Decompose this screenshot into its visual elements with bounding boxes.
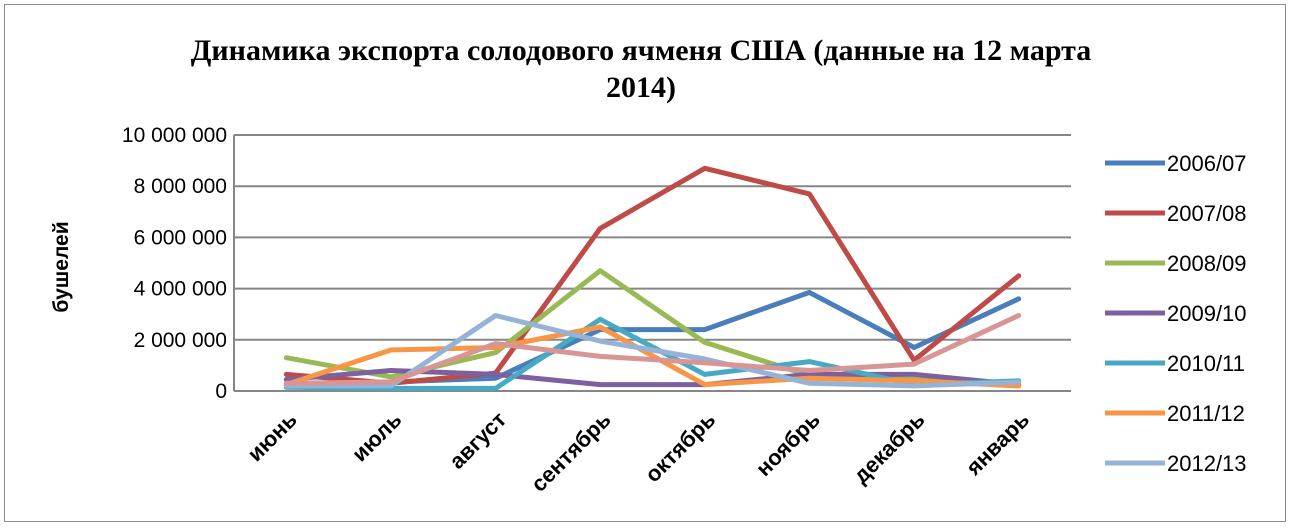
chart-title-line-1: Динамика экспорта солодового ячменя США … bbox=[191, 34, 1092, 67]
x-tick-label: август bbox=[444, 407, 511, 474]
legend-label: 2012/13 bbox=[1167, 451, 1247, 476]
legend-label: 2011/12 bbox=[1167, 401, 1245, 426]
series-line-5 bbox=[283, 324, 1022, 389]
series-lines bbox=[283, 165, 1022, 391]
x-tick-label: сентябрь bbox=[526, 407, 616, 497]
y-axis-label: бушелей bbox=[50, 221, 73, 312]
series-line-3 bbox=[283, 368, 1022, 388]
gridlines bbox=[233, 134, 1071, 392]
x-tick-label: июнь bbox=[242, 407, 301, 466]
y-tick-labels: 0 2 000 000 4 000 000 6 000 000 8 000 000 10 … bbox=[122, 124, 227, 403]
y-tick-label: 8 000 000 bbox=[134, 175, 227, 198]
chart-svg: Динамика экспорта солодового ячменя США … bbox=[50, 34, 1247, 497]
x-tick-label: декабрь bbox=[848, 407, 929, 488]
legend-label: 2009/10 bbox=[1167, 301, 1247, 326]
y-tick-label: 4 000 000 bbox=[134, 278, 227, 301]
legend-label: 2010/11 bbox=[1167, 351, 1245, 376]
x-tick-label: октябрь bbox=[640, 407, 720, 487]
chart-title-line-2: 2014) bbox=[606, 71, 676, 104]
x-tick-label: июль bbox=[347, 407, 407, 467]
legend: 2006/07 2007/08 2008/09 2009/10 2010/11 2011/… bbox=[1105, 151, 1247, 476]
y-tick-label: 10 000 000 bbox=[122, 124, 227, 147]
series-line-1 bbox=[283, 165, 1022, 386]
x-tick-labels: июнь июль август сентябрь октябрь ноябрь декаб… bbox=[242, 407, 1034, 497]
y-tick-label: 0 bbox=[215, 380, 227, 403]
legend-label: 2007/08 bbox=[1167, 201, 1247, 226]
chart-title: Динамика экспорта солодового ячменя США … bbox=[191, 34, 1092, 104]
y-tick-label: 2 000 000 bbox=[134, 329, 227, 352]
x-tick-label: январь bbox=[960, 407, 1034, 481]
legend-label: 2006/07 bbox=[1167, 151, 1247, 176]
legend-label: 2008/09 bbox=[1167, 251, 1247, 276]
chart-frame: Динамика экспорта солодового ячменя США … bbox=[4, 4, 1286, 522]
x-tick-label: ноябрь bbox=[751, 407, 825, 481]
series-line-7 bbox=[283, 313, 1022, 386]
y-tick-label: 6 000 000 bbox=[134, 226, 227, 249]
